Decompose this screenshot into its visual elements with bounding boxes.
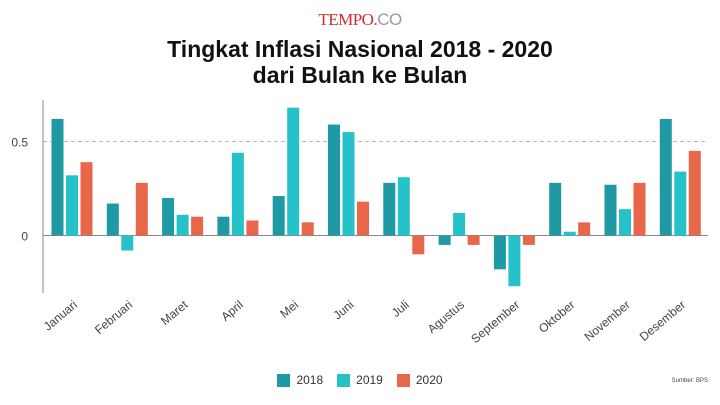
legend-swatch-2020 xyxy=(396,373,410,387)
bar-2019-maret xyxy=(176,214,189,236)
legend-label-2020: 2020 xyxy=(415,373,443,387)
bar-2020-januari xyxy=(80,162,93,236)
y-tick-label-0: 0 xyxy=(21,230,28,244)
x-tick-label-februari: Februari xyxy=(92,298,135,337)
chart-title-line1: Tingkat Inflasi Nasional 2018 - 2020 xyxy=(167,36,553,62)
bar-2019-januari xyxy=(66,175,78,236)
bar-2020-maret xyxy=(191,216,204,236)
x-tick-label-januari: Januari xyxy=(41,298,80,334)
x-tick-label-september: September xyxy=(468,298,522,346)
legend: 2018 2019 2020 xyxy=(0,373,720,387)
bar-2019-desember xyxy=(674,171,687,236)
bar-2019-juni xyxy=(342,132,355,236)
bar-2018-agustus xyxy=(438,235,451,245)
legend-swatch-2018 xyxy=(277,373,291,387)
bar-2020-oktober xyxy=(578,222,591,236)
y-tick-label-1: 0.5 xyxy=(11,136,28,150)
bar-2019-oktober xyxy=(563,231,576,236)
x-tick-label-maret: Maret xyxy=(158,297,191,328)
bar-2020-desember xyxy=(688,150,701,236)
bar-2020-juni xyxy=(357,201,369,236)
bar-2020-mei xyxy=(301,222,314,236)
bar-2018-mei xyxy=(272,196,285,236)
bar-2020-februari xyxy=(135,182,148,236)
legend-label-2019: 2019 xyxy=(356,373,383,387)
bar-2018-april xyxy=(217,216,230,236)
bar-2018-februari xyxy=(106,203,119,236)
bar-2020-september xyxy=(522,235,535,245)
x-tick-label-desember: Desember xyxy=(637,298,688,344)
logo-dot: . xyxy=(373,10,378,29)
bar-2018-september xyxy=(493,235,506,270)
legend-swatch-2019 xyxy=(337,373,351,387)
bar-2019-agustus xyxy=(453,212,466,236)
legend-item-2018: 2018 xyxy=(277,373,323,387)
x-tick-label-mei: Mei xyxy=(277,298,301,321)
x-tick-label-oktober: Oktober xyxy=(536,298,578,336)
x-tick-label-juli: Juli xyxy=(389,298,412,320)
bar-2018-desember xyxy=(659,118,672,236)
logo-co: CO xyxy=(377,10,402,29)
bar-2019-april xyxy=(231,152,244,236)
x-tick-label-agustus: Agustus xyxy=(425,298,467,337)
x-tick-label-november: November xyxy=(582,298,633,344)
bar-2019-november xyxy=(619,209,631,236)
bar-2018-juli xyxy=(383,182,396,236)
bar-2018-oktober xyxy=(549,182,562,236)
logo-brand: TEMPO xyxy=(318,10,374,29)
chart-title: Tingkat Inflasi Nasional 2018 - 2020 dar… xyxy=(0,36,720,88)
bar-2020-agustus xyxy=(467,235,480,245)
x-tick-label-april: April xyxy=(218,298,245,324)
bar-2018-januari xyxy=(51,118,64,236)
bar-2018-juni xyxy=(328,124,340,236)
legend-label-2018: 2018 xyxy=(296,373,324,387)
legend-item-2019: 2019 xyxy=(337,373,383,387)
bar-2019-mei xyxy=(287,107,300,236)
source-note: Sumber: BPS xyxy=(671,378,708,384)
bar-2018-november xyxy=(604,184,617,236)
bar-2020-april xyxy=(246,220,259,236)
bar-2019-september xyxy=(508,235,521,287)
chart-title-line2: dari Bulan ke Bulan xyxy=(252,62,468,88)
bar-2018-maret xyxy=(162,197,175,236)
legend-item-2020: 2020 xyxy=(396,373,443,387)
bar-2019-februari xyxy=(121,235,134,251)
x-tick-label-juni: Juni xyxy=(331,298,357,323)
bar-2019-juli xyxy=(397,177,410,236)
bar-2020-juli xyxy=(412,235,425,255)
bar-2020-november xyxy=(633,182,646,236)
tempo-logo: TEMPO.CO xyxy=(0,10,720,30)
